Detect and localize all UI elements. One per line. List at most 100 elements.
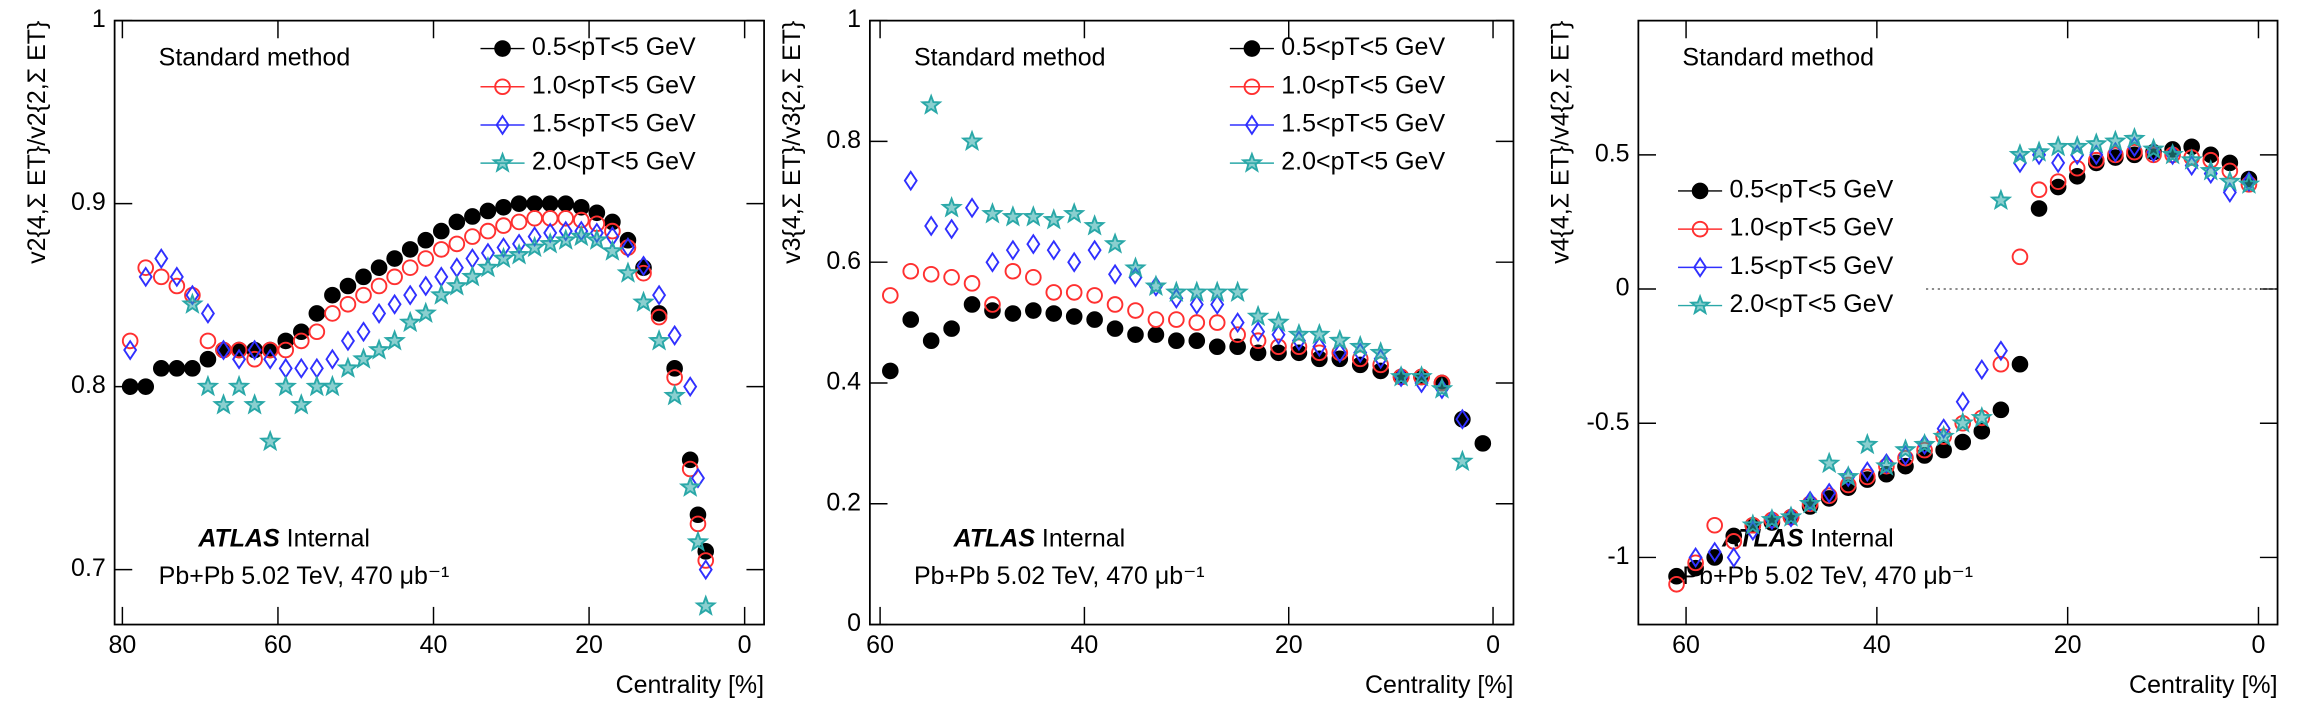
marker bbox=[902, 311, 920, 328]
marker bbox=[386, 268, 403, 286]
marker bbox=[2085, 132, 2108, 154]
legend-marker bbox=[1691, 182, 1709, 200]
y-tick-label: 0.8 bbox=[71, 371, 106, 399]
y-tick-label: 0.7 bbox=[71, 554, 106, 582]
marker bbox=[1287, 322, 1311, 345]
marker bbox=[2104, 129, 2127, 152]
marker bbox=[290, 393, 313, 415]
marker bbox=[1026, 233, 1041, 255]
marker bbox=[370, 259, 388, 276]
marker bbox=[1106, 320, 1124, 337]
marker bbox=[1210, 293, 1225, 316]
marker bbox=[1045, 284, 1063, 301]
marker bbox=[339, 295, 357, 313]
marker bbox=[1229, 338, 1246, 356]
marker bbox=[1022, 205, 1045, 227]
marker bbox=[922, 332, 940, 350]
marker bbox=[434, 266, 449, 288]
marker bbox=[1879, 452, 1894, 475]
legend-marker bbox=[495, 114, 510, 136]
marker bbox=[1389, 365, 1413, 387]
marker bbox=[2030, 200, 2048, 217]
marker bbox=[678, 475, 702, 497]
x-tick-label: 40 bbox=[1071, 631, 1099, 659]
marker bbox=[585, 228, 609, 250]
marker bbox=[1045, 305, 1063, 322]
marker bbox=[1455, 408, 1470, 430]
y-tick-label: 1 bbox=[847, 5, 861, 33]
marker bbox=[403, 284, 418, 306]
marker bbox=[1189, 293, 1204, 316]
marker bbox=[1067, 251, 1082, 273]
marker bbox=[432, 222, 450, 240]
marker bbox=[372, 302, 387, 324]
marker bbox=[882, 362, 899, 380]
x-tick-label: 60 bbox=[1672, 631, 1700, 659]
plot-frame bbox=[868, 19, 1515, 626]
marker bbox=[1351, 356, 1369, 374]
marker bbox=[683, 376, 698, 398]
marker bbox=[168, 277, 186, 295]
marker bbox=[1836, 465, 1860, 487]
marker bbox=[324, 305, 341, 322]
marker bbox=[557, 209, 575, 227]
marker bbox=[2049, 173, 2067, 190]
marker bbox=[325, 348, 340, 370]
marker bbox=[984, 296, 1001, 313]
marker bbox=[247, 339, 262, 361]
marker bbox=[277, 341, 295, 359]
marker bbox=[510, 195, 528, 212]
marker bbox=[212, 393, 235, 415]
marker bbox=[2046, 134, 2070, 157]
marker bbox=[1004, 305, 1022, 322]
marker bbox=[1410, 365, 1433, 387]
marker bbox=[1725, 527, 1743, 545]
y-tick-label: 0.5 bbox=[1595, 139, 1630, 167]
marker bbox=[152, 268, 170, 286]
marker bbox=[1025, 268, 1042, 286]
x-tick-label: 40 bbox=[1863, 631, 1891, 659]
x-tick-label: 60 bbox=[264, 631, 292, 659]
x-axis-label: Centrality [%] bbox=[2129, 671, 2277, 699]
marker bbox=[1992, 355, 2010, 373]
marker bbox=[1822, 482, 1837, 504]
marker bbox=[1062, 202, 1086, 224]
marker bbox=[1779, 505, 1803, 527]
experiment-status: Internal bbox=[1042, 524, 1125, 552]
x-tick-label: 20 bbox=[575, 631, 603, 659]
marker bbox=[1974, 359, 1989, 381]
legend-label: 1.0<pT<5 GeV bbox=[532, 71, 696, 99]
marker bbox=[1688, 546, 1703, 568]
marker bbox=[601, 239, 624, 261]
legend-label: 0.5<pT<5 GeV bbox=[532, 33, 696, 61]
marker bbox=[340, 330, 355, 352]
legend-marker bbox=[1688, 293, 1712, 316]
marker bbox=[308, 305, 326, 322]
x-tick-label: 80 bbox=[108, 631, 136, 659]
marker bbox=[632, 290, 655, 313]
marker bbox=[1124, 256, 1147, 278]
marker bbox=[647, 329, 671, 351]
marker bbox=[2142, 137, 2165, 160]
marker bbox=[294, 357, 309, 379]
legend-label: 0.5<pT<5 GeV bbox=[1281, 33, 1445, 61]
marker bbox=[1973, 422, 1991, 440]
marker bbox=[943, 268, 960, 286]
marker bbox=[445, 274, 469, 296]
y-tick-label: 0.4 bbox=[826, 368, 861, 396]
marker bbox=[1271, 324, 1286, 346]
marker bbox=[981, 202, 1004, 224]
legend-label: 1.5<pT<5 GeV bbox=[532, 110, 696, 138]
marker bbox=[1065, 284, 1083, 301]
marker bbox=[184, 360, 201, 377]
marker bbox=[1188, 314, 1206, 331]
legend-label: 0.5<pT<5 GeV bbox=[1729, 176, 1893, 204]
marker bbox=[1083, 214, 1106, 236]
marker bbox=[324, 286, 341, 304]
marker bbox=[479, 202, 497, 220]
marker bbox=[1707, 541, 1722, 563]
x-axis-label: Centrality [%] bbox=[1365, 671, 1513, 699]
marker bbox=[2218, 169, 2242, 192]
y-tick-label: 0 bbox=[1616, 274, 1630, 302]
marker bbox=[1328, 328, 1352, 351]
